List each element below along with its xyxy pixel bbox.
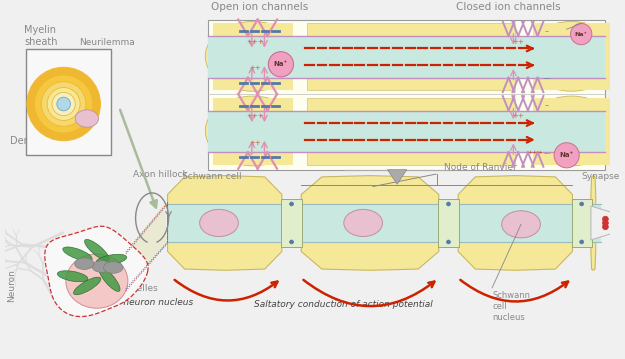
Ellipse shape <box>206 96 300 166</box>
Ellipse shape <box>344 209 382 237</box>
Ellipse shape <box>104 262 123 273</box>
Ellipse shape <box>502 211 541 238</box>
Text: ---: --- <box>544 150 551 156</box>
Circle shape <box>580 240 584 244</box>
FancyBboxPatch shape <box>281 199 302 247</box>
Text: ++: ++ <box>512 39 524 45</box>
Text: Saltatory conduction of action potential: Saltatory conduction of action potential <box>254 300 433 309</box>
Circle shape <box>268 52 294 77</box>
Circle shape <box>602 224 608 230</box>
FancyBboxPatch shape <box>168 204 601 242</box>
Polygon shape <box>126 202 168 291</box>
Circle shape <box>602 216 608 222</box>
Text: Neuron: Neuron <box>7 270 16 302</box>
FancyBboxPatch shape <box>532 23 610 90</box>
Circle shape <box>289 240 294 244</box>
Circle shape <box>34 75 92 133</box>
Polygon shape <box>168 176 282 270</box>
Text: Node of Ranvier: Node of Ranvier <box>444 163 516 172</box>
FancyBboxPatch shape <box>532 98 610 165</box>
Text: Myelin
sheath: Myelin sheath <box>24 25 58 47</box>
Text: Open ion channels: Open ion channels <box>211 2 308 12</box>
Ellipse shape <box>99 267 120 292</box>
Text: Dendrites: Dendrites <box>9 136 58 146</box>
Circle shape <box>27 67 101 141</box>
Text: ---: --- <box>544 75 551 81</box>
Text: Na⁺: Na⁺ <box>274 61 288 67</box>
FancyBboxPatch shape <box>307 98 516 165</box>
Ellipse shape <box>63 247 92 261</box>
Text: Na⁺: Na⁺ <box>559 152 574 158</box>
Text: Organelles: Organelles <box>109 284 158 293</box>
Polygon shape <box>591 176 596 270</box>
Polygon shape <box>301 176 439 270</box>
Polygon shape <box>458 176 572 270</box>
Ellipse shape <box>199 209 238 237</box>
Ellipse shape <box>74 258 94 270</box>
Ellipse shape <box>96 254 127 265</box>
FancyBboxPatch shape <box>571 199 592 247</box>
Polygon shape <box>388 170 407 184</box>
Ellipse shape <box>206 22 300 91</box>
Ellipse shape <box>525 96 618 166</box>
Text: +++: +++ <box>246 113 264 119</box>
Ellipse shape <box>525 22 618 91</box>
Circle shape <box>446 240 451 244</box>
Ellipse shape <box>75 110 99 127</box>
Ellipse shape <box>84 239 109 261</box>
Text: +++: +++ <box>528 150 544 155</box>
FancyBboxPatch shape <box>438 199 459 247</box>
Text: Closed ion channels: Closed ion channels <box>456 2 561 12</box>
Circle shape <box>602 220 608 226</box>
FancyBboxPatch shape <box>208 19 606 170</box>
Text: Schwann
cell
nucleus: Schwann cell nucleus <box>492 291 530 322</box>
Text: +++: +++ <box>246 39 264 45</box>
Polygon shape <box>591 206 613 240</box>
Text: Neurilemma: Neurilemma <box>79 38 135 47</box>
Circle shape <box>446 202 451 206</box>
Circle shape <box>554 143 579 168</box>
Ellipse shape <box>74 277 101 295</box>
Circle shape <box>580 202 584 206</box>
Circle shape <box>289 202 294 206</box>
Text: ++: ++ <box>512 113 524 119</box>
Ellipse shape <box>92 261 111 272</box>
FancyBboxPatch shape <box>26 48 111 155</box>
Text: --: -- <box>545 28 550 34</box>
Ellipse shape <box>66 254 128 308</box>
Text: --: -- <box>545 103 550 109</box>
Ellipse shape <box>58 271 88 282</box>
Circle shape <box>47 88 80 121</box>
Circle shape <box>571 23 592 45</box>
Text: ++: ++ <box>249 140 261 145</box>
Text: Soma with neuron nucleus: Soma with neuron nucleus <box>72 298 193 307</box>
Circle shape <box>52 92 75 116</box>
Text: Na⁺: Na⁺ <box>575 32 587 37</box>
Polygon shape <box>45 226 148 317</box>
FancyBboxPatch shape <box>208 36 606 78</box>
Circle shape <box>41 82 86 126</box>
Circle shape <box>57 97 71 111</box>
FancyBboxPatch shape <box>213 98 292 165</box>
Text: Synapse: Synapse <box>581 172 620 181</box>
Text: Schwann cell: Schwann cell <box>182 172 242 181</box>
Text: ++: ++ <box>249 65 261 71</box>
FancyBboxPatch shape <box>208 111 606 152</box>
FancyBboxPatch shape <box>213 23 292 90</box>
Text: Axon hillock: Axon hillock <box>132 171 188 180</box>
FancyBboxPatch shape <box>307 23 516 90</box>
